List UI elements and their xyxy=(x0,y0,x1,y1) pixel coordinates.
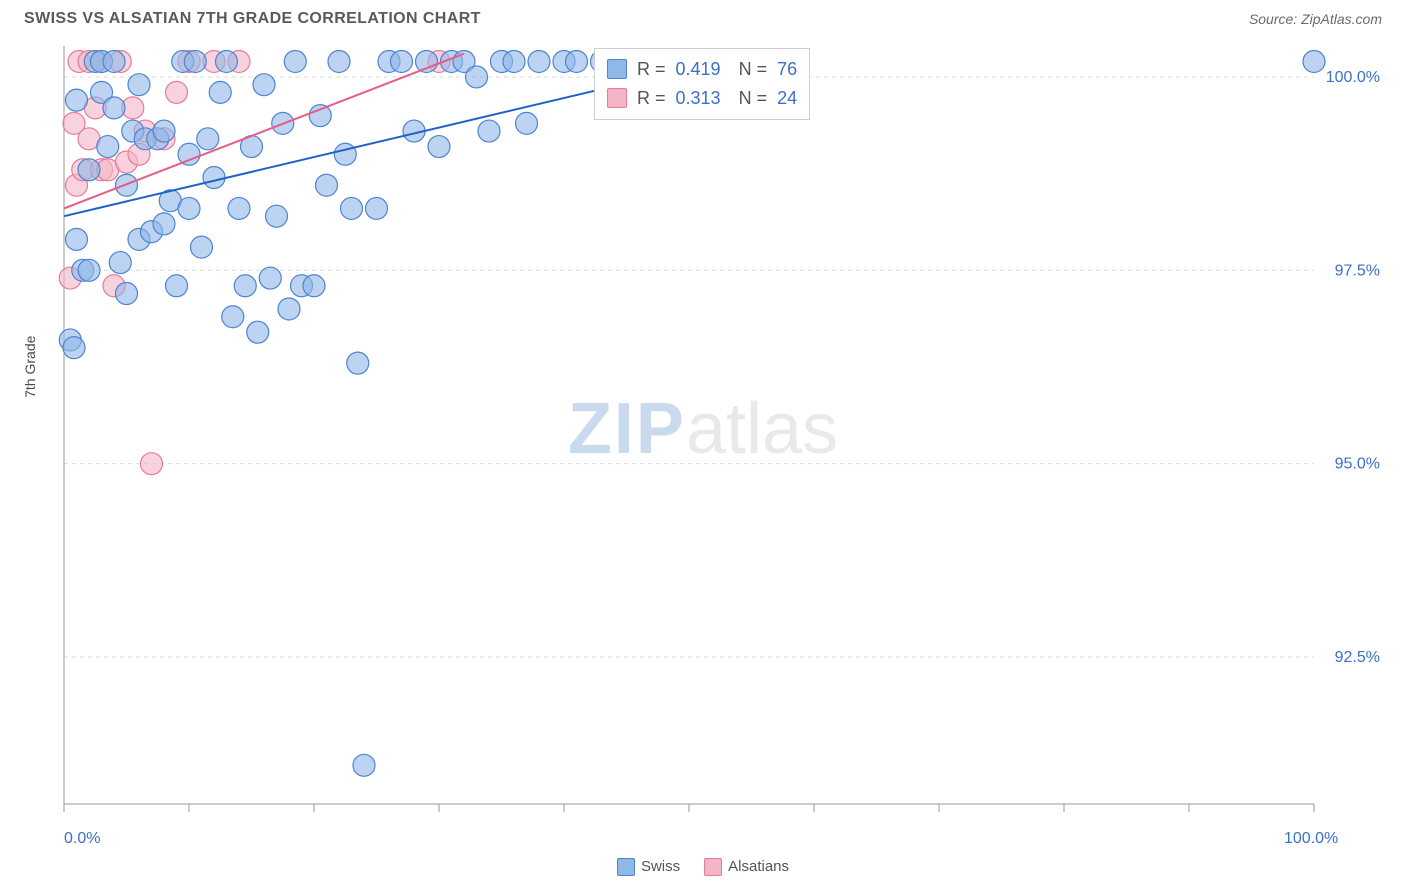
legend-item: Swiss xyxy=(617,858,680,876)
stats-r-label: R = xyxy=(637,84,666,113)
legend-swatch-icon xyxy=(617,858,635,876)
stats-n-label: N = xyxy=(739,55,768,84)
stats-r-value: 0.419 xyxy=(676,55,721,84)
x-max-label: 100.0% xyxy=(1284,830,1338,848)
stats-n-value: 24 xyxy=(777,84,797,113)
stats-r-label: R = xyxy=(637,55,666,84)
y-axis-label: 7th Grade xyxy=(22,336,38,398)
legend-swatch-icon xyxy=(704,858,722,876)
legend-label: Alsatians xyxy=(728,858,789,875)
legend: Swiss Alsatians xyxy=(0,858,1406,876)
x-axis-edge-labels: 0.0% 100.0% xyxy=(24,830,1382,852)
legend-item: Alsatians xyxy=(704,858,789,876)
legend-label: Swiss xyxy=(641,858,680,875)
stats-r-value: 0.313 xyxy=(676,84,721,113)
chart-title: SWISS VS ALSATIAN 7TH GRADE CORRELATION … xyxy=(24,10,481,28)
stats-n-value: 76 xyxy=(777,55,797,84)
chart-area: 7th Grade ZIPatlas 100.0%97.5%95.0%92.5%… xyxy=(24,34,1382,824)
stats-row: R = 0.313 N = 24 xyxy=(607,84,797,113)
svg-text:97.5%: 97.5% xyxy=(1335,262,1380,279)
svg-text:100.0%: 100.0% xyxy=(1326,69,1380,86)
stats-box: R = 0.419 N = 76 R = 0.313 N = 24 xyxy=(594,48,810,120)
svg-text:92.5%: 92.5% xyxy=(1335,649,1380,666)
stats-n-label: N = xyxy=(739,84,768,113)
svg-text:95.0%: 95.0% xyxy=(1335,456,1380,473)
legend-swatch-icon xyxy=(607,59,627,79)
scatter-chart: 100.0% 97.5% 95.0% 92.5% xyxy=(24,34,1382,824)
source-label: Source: ZipAtlas.com xyxy=(1249,11,1382,27)
x-min-label: 0.0% xyxy=(64,830,100,848)
stats-row: R = 0.419 N = 76 xyxy=(607,55,797,84)
legend-swatch-icon xyxy=(607,88,627,108)
